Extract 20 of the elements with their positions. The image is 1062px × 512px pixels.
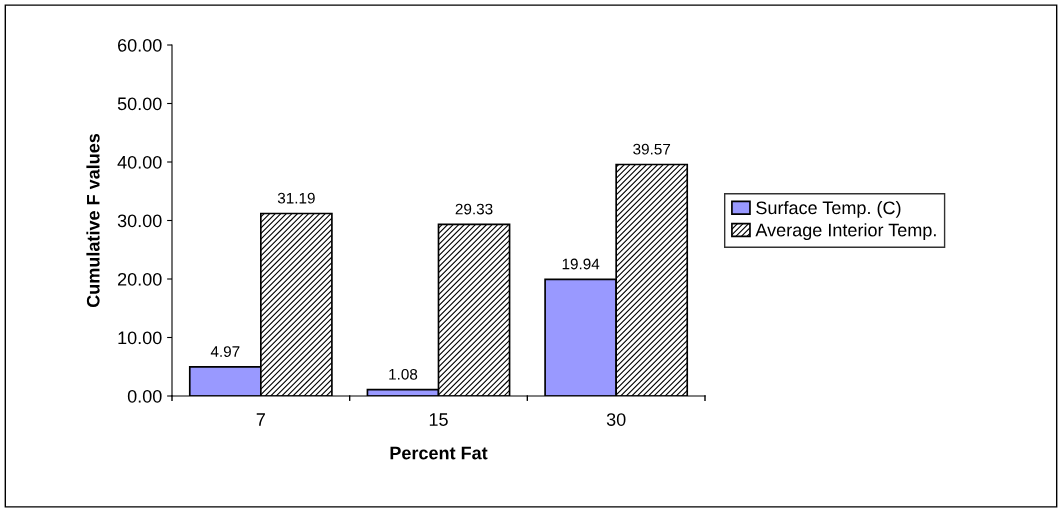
data-label: 29.33 (455, 203, 493, 215)
x-axis-title: Percent Fat (390, 446, 488, 460)
y-tick-label: 10.00 (118, 331, 162, 345)
x-tick-label: 15 (429, 413, 448, 426)
y-tick-label: 40.00 (117, 155, 162, 169)
y-tick-label: 60.00 (118, 38, 162, 52)
y-tick-label: 20.00 (118, 272, 162, 286)
legend-label: Surface Temp. (C) (756, 200, 901, 218)
y-axis-title: Cumulative F values (86, 133, 100, 308)
x-tick-label: 30 (606, 413, 626, 426)
data-label: 31.19 (277, 192, 315, 204)
x-tick-label: 7 (256, 413, 265, 426)
y-tick-label: 30.00 (117, 214, 162, 228)
data-label: 1.08 (389, 368, 418, 380)
data-label: 39.57 (633, 143, 671, 155)
y-tick-label: 0.00 (127, 389, 162, 403)
data-label: 4.97 (210, 346, 240, 357)
legend-label: Average Interior Temp. (755, 223, 936, 241)
data-label: 19.94 (562, 258, 600, 270)
y-tick-label: 50.00 (117, 97, 162, 111)
